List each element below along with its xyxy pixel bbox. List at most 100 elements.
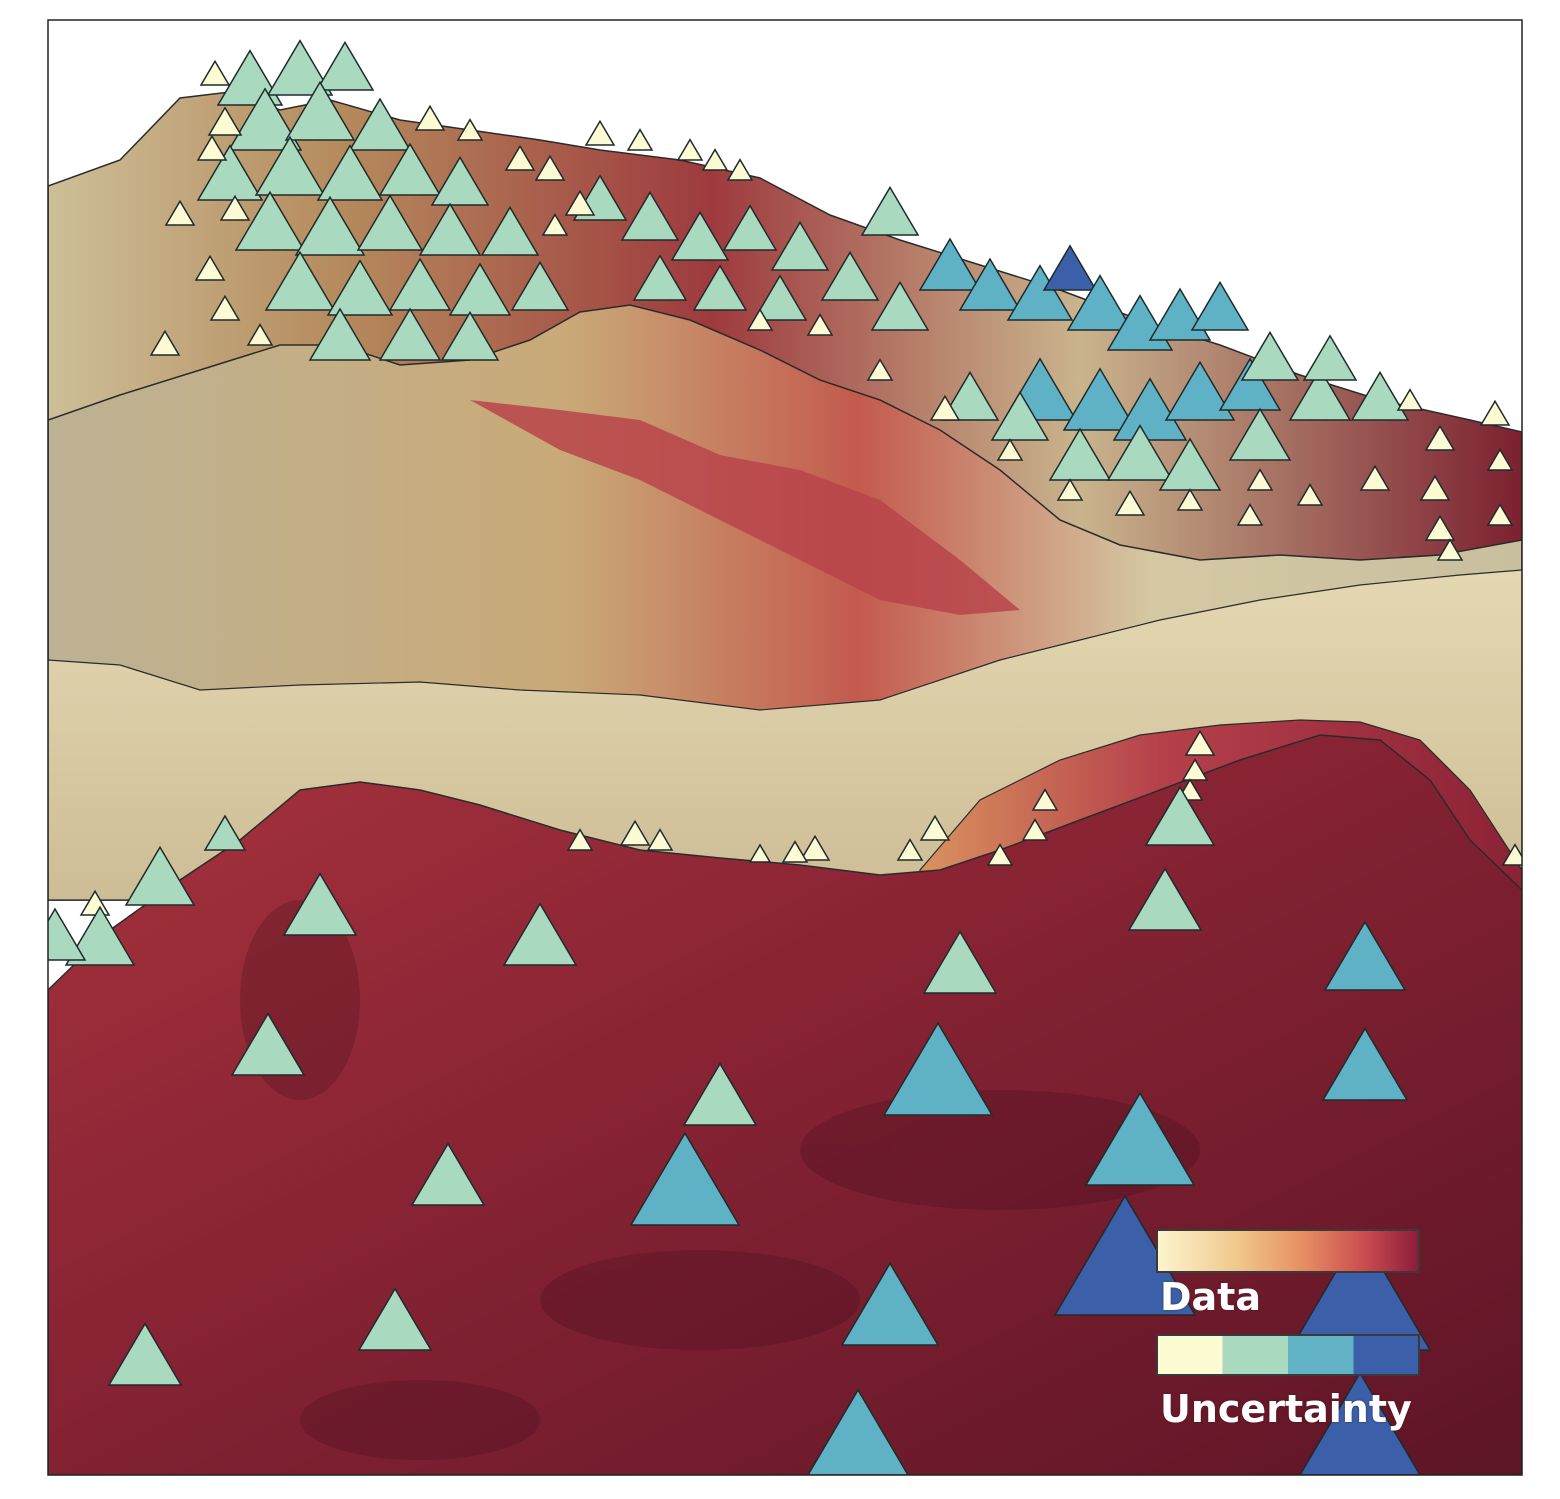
station-marker-triangle [282,872,358,936]
station-marker-triangle [254,135,326,196]
station-marker-triangle [1436,538,1464,561]
station-marker-triangle [632,254,688,301]
station-marker-triangle [746,308,774,331]
station-marker-triangle [294,195,366,256]
station-marker-triangle [234,190,306,251]
uncertainty-colorbar-segment [1157,1335,1223,1375]
station-marker-triangle [682,1062,758,1126]
uncertainty-colorbar-segment [1353,1335,1420,1375]
station-marker-triangle [504,144,536,171]
station-marker-triangle [357,1287,433,1351]
station-marker-triangle [456,118,484,141]
station-marker-triangle [1042,244,1098,291]
red-slope [470,400,1020,615]
station-marker-triangle [1056,478,1084,501]
station-marker-triangle [209,294,241,321]
station-marker-triangle [1321,1027,1409,1101]
station-marker-triangle [1184,729,1216,756]
station-marker-triangle [1296,483,1324,506]
station-marker-triangle [203,814,247,851]
station-marker-triangle [414,104,446,131]
station-marker-triangle [584,119,616,146]
station-marker-triangle [748,843,772,863]
station-marker-triangle [378,307,442,361]
station-marker-triangle [1479,399,1511,426]
station-marker-triangle [807,1388,909,1475]
station-marker-triangle [770,220,830,271]
station-marker-triangle [929,394,961,421]
station-marker-triangle [1501,843,1522,866]
station-marker-triangle [199,59,231,86]
station-marker-triangle [620,190,680,241]
station-marker-triangle [1112,377,1188,441]
uncertainty-colorbar [1157,1335,1420,1375]
station-marker-triangle [1424,514,1456,541]
station-marker-triangle [1240,330,1300,381]
station-marker-triangle [1299,1371,1421,1475]
station-marker-triangle [326,259,394,316]
station-marker-triangle [1424,424,1456,451]
station-marker-triangle [996,438,1024,461]
station-marker-triangle [1190,280,1250,331]
station-marker-triangle [348,97,412,151]
station-marker-triangle [619,819,651,846]
station-marker-triangle [919,814,951,841]
station-marker-triangle [692,264,748,311]
uncertainty-colorbar-segment [1222,1335,1289,1375]
station-marker-triangle [266,39,334,96]
plot-frame [47,19,1523,1476]
station-marker-triangle [860,185,920,236]
station-marker-triangle [308,307,372,361]
station-marker-triangle [1288,367,1352,421]
station-marker-triangle [315,40,375,91]
station-marker-triangle [230,1012,306,1076]
station-marker-triangle [534,154,566,181]
station-marker-triangle [1066,274,1134,331]
station-marker-triangle [1114,489,1146,516]
station-marker-triangle [1084,1091,1196,1186]
station-marker-triangle [918,237,982,291]
station-marker-triangle [1246,468,1274,491]
station-marker-triangle [1419,474,1451,501]
station-marker-triangle [1127,867,1203,931]
station-marker-triangle [219,194,251,221]
station-marker-triangle [356,194,424,251]
station-marker-triangle [216,49,284,106]
station-marker-triangle [1031,788,1059,811]
station-marker-triangle [566,828,594,851]
station-marker-triangle [1106,424,1174,481]
station-marker-triangle [940,370,1000,421]
station-marker-triangle [629,1131,741,1226]
uncertainty-colorbar-segment [1288,1335,1354,1375]
station-marker-triangle [722,204,778,251]
station-marker-triangle [1176,488,1204,511]
station-marker-triangle [124,845,196,906]
station-marker-triangle [1181,758,1209,781]
station-marker-triangle [726,158,754,181]
station-marker-triangle [264,250,336,311]
station-marker-triangle [107,1322,183,1386]
station-marker-triangle [1228,407,1292,461]
station-marker-triangle [626,128,654,151]
station-marker-triangle [806,313,834,336]
station-marker-triangle [1302,334,1358,381]
station-marker-triangle [1218,357,1282,411]
station-marker-triangle [196,134,228,161]
station-marker-triangle [922,930,998,994]
station-marker-triangle [246,323,274,346]
station-markers [48,39,1522,1475]
station-marker-triangle [1323,920,1407,991]
station-marker-triangle [1350,370,1410,421]
station-marker-triangle [440,310,500,361]
station-marker-triangle [1048,427,1112,481]
station-marker-triangle [316,144,384,201]
station-marker-triangle [781,840,809,863]
station-marker-triangle [1396,388,1424,411]
station-marker-triangle [866,358,894,381]
station-marker-triangle [1359,464,1391,491]
station-marker-triangle [896,838,924,861]
station-marker-triangle [64,905,136,966]
station-marker-triangle [284,80,356,141]
station-marker-triangle [958,257,1022,311]
